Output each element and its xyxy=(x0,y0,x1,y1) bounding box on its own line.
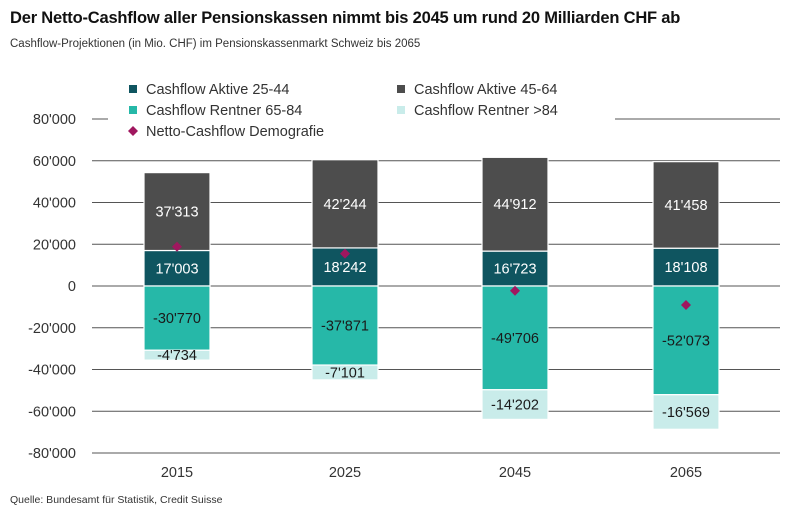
bar-segment xyxy=(311,159,379,249)
y-tick-label: -80'000 xyxy=(28,446,76,462)
bar-segment xyxy=(311,364,379,381)
x-tick-label: 2065 xyxy=(670,465,702,481)
legend-swatch xyxy=(397,106,405,114)
y-tick-label: -60'000 xyxy=(28,404,76,420)
net-cashflow-marker xyxy=(510,285,520,296)
legend-label: Cashflow Aktive 45-64 xyxy=(414,82,557,98)
bar-value-label: -4'734 xyxy=(157,348,197,364)
net-cashflow-marker xyxy=(172,241,182,252)
y-tick-label: 20'000 xyxy=(33,237,76,253)
data-labels: 17'003 37'313 -30'770 -4'734 18'242 42'244 -37… xyxy=(153,197,710,421)
y-tick-label: 40'000 xyxy=(33,196,76,212)
bar-value-label: 18'108 xyxy=(664,260,707,276)
bar-value-label: 18'242 xyxy=(323,260,366,276)
x-tick-label: 2025 xyxy=(329,465,361,481)
bar-value-label: 17'003 xyxy=(155,261,198,277)
legend-label: Netto-Cashflow Demografie xyxy=(146,124,324,140)
legend-label: Cashflow Rentner >84 xyxy=(414,103,558,119)
legend-label: Cashflow Rentner 65-84 xyxy=(146,103,302,119)
legend-label: Cashflow Aktive 25-44 xyxy=(146,82,289,98)
chart-title: Der Netto-Cashflow aller Pensionskassen … xyxy=(10,9,681,27)
y-tick-label: 0 xyxy=(68,279,76,295)
bar-value-label: -14'202 xyxy=(491,398,539,414)
bar-segment xyxy=(652,161,720,249)
bar-value-label: -52'073 xyxy=(662,333,710,349)
bar-segment xyxy=(481,250,549,287)
bar-value-label: 41'458 xyxy=(664,198,707,214)
bar-segment xyxy=(652,247,720,287)
bar-value-label: 37'313 xyxy=(155,205,198,221)
bar-segment xyxy=(652,394,720,430)
legend-swatch xyxy=(397,85,405,93)
y-tick-label: 80'000 xyxy=(33,112,76,128)
x-tick-label: 2045 xyxy=(499,465,531,481)
bar-value-label: 42'244 xyxy=(323,197,366,213)
y-tick-label: -20'000 xyxy=(28,321,76,337)
y-tick-label: 60'000 xyxy=(33,154,76,170)
legend-swatch xyxy=(129,85,137,93)
bar-value-label: -49'706 xyxy=(491,331,539,347)
bar-value-label: 44'912 xyxy=(493,197,536,213)
bar-value-label: -30'770 xyxy=(153,311,201,327)
chart-subtitle: Cashflow-Projektionen (in Mio. CHF) im P… xyxy=(10,38,421,50)
bar-segment xyxy=(481,156,549,252)
bar-segment xyxy=(481,285,549,391)
net-cashflow-markers xyxy=(172,241,691,310)
bar-value-label: 16'723 xyxy=(493,262,536,278)
x-axis-ticks: 2015 2025 2045 2065 xyxy=(161,465,702,481)
bar-value-label: -37'871 xyxy=(321,319,369,335)
y-axis-ticks: 80'000 60'000 40'000 20'000 0 -20'000 -40'000 -… xyxy=(28,112,76,462)
legend: Cashflow Aktive 25-44 Cashflow Aktive 45-… xyxy=(128,82,558,140)
legend-marker xyxy=(128,126,138,136)
bars xyxy=(143,156,720,430)
bar-value-label: -7'101 xyxy=(325,365,365,381)
net-cashflow-marker xyxy=(681,299,691,310)
bar-value-label: -16'569 xyxy=(662,405,710,421)
net-cashflow-marker xyxy=(340,248,350,259)
bar-segment xyxy=(481,389,549,421)
y-tick-label: -40'000 xyxy=(28,363,76,379)
x-tick-label: 2015 xyxy=(161,465,193,481)
legend-swatch xyxy=(129,106,137,114)
source-note: Quelle: Bundesamt für Statistik, Credit … xyxy=(10,494,223,506)
bar-segment xyxy=(143,349,211,361)
